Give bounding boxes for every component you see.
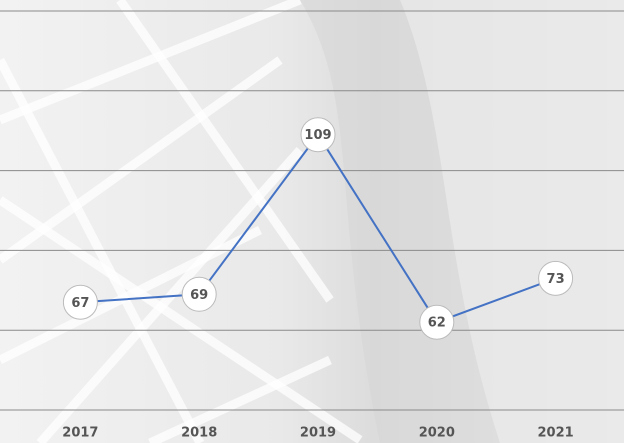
- background: [0, 0, 624, 443]
- chart: 2017 2018 2019 2020 2021 67 69 109 62 73: [0, 0, 624, 443]
- value-label: 73: [547, 272, 565, 287]
- value-label: 67: [71, 296, 89, 311]
- x-tick-label: 2017: [62, 426, 98, 441]
- x-tick-label: 2021: [538, 426, 574, 441]
- value-label: 62: [428, 316, 446, 331]
- x-tick-label: 2020: [419, 426, 455, 441]
- value-label: 109: [304, 128, 331, 143]
- x-tick-label: 2019: [300, 426, 336, 441]
- value-label: 69: [190, 288, 208, 303]
- x-tick-label: 2018: [181, 426, 217, 441]
